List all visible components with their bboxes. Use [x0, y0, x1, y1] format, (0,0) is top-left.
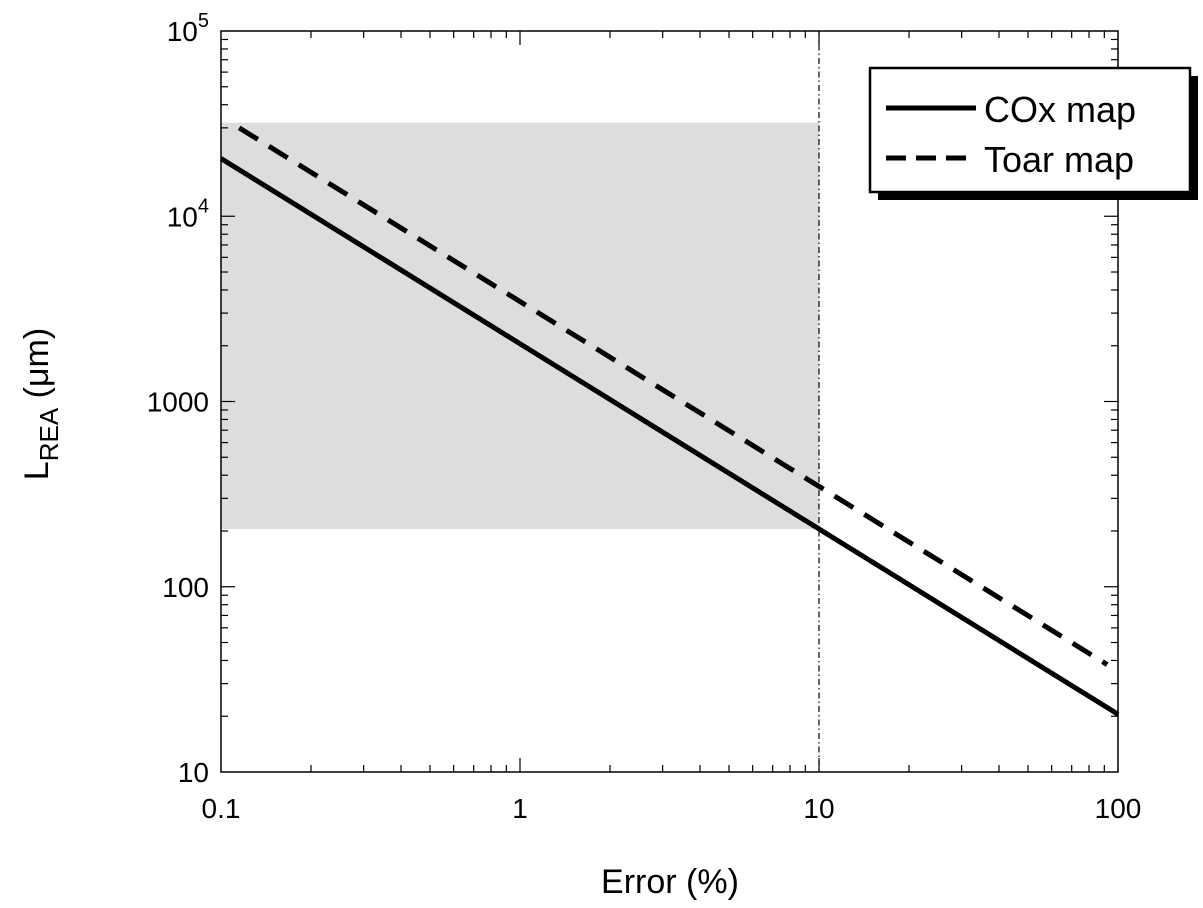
y-tick-label: 100	[162, 572, 209, 603]
x-axis-label: Error (%)	[601, 863, 739, 901]
y-tick-label-base: 10	[167, 201, 198, 232]
x-tick-label: 100	[1095, 793, 1142, 824]
x-tick-label: 0.1	[202, 793, 241, 824]
shaded-region	[221, 122, 819, 529]
y-tick-label-base: 10	[167, 16, 198, 47]
y-tick-label: 10	[178, 757, 209, 788]
y-axis-label: LREA (μm)	[18, 328, 64, 480]
y-tick-label: 105	[167, 10, 209, 47]
y-tick-label-exponent: 5	[198, 10, 209, 32]
series-line-cox-map	[219, 156, 1120, 717]
x-tick-label: 10	[803, 793, 834, 824]
y-axis-label-subscript: REA	[34, 407, 64, 461]
y-tick-label: 104	[167, 195, 209, 232]
plot-area	[219, 31, 1120, 772]
legend-box	[868, 66, 1192, 194]
y-axis-label-main: L	[18, 461, 56, 480]
y-tick-label-exponent: 4	[198, 195, 209, 217]
legend-label-toar: Toar map	[984, 139, 1134, 180]
legend: COx map Toar map	[868, 66, 1198, 200]
legend-label-cox: COx map	[984, 89, 1136, 130]
y-axis-label-unit: (μm)	[18, 328, 56, 408]
series-line-toar-map	[237, 125, 1109, 667]
y-tick-label: 1000	[147, 387, 209, 418]
x-tick-label: 1	[512, 793, 528, 824]
